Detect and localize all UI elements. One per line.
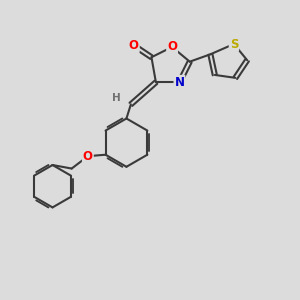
Text: O: O [83,150,93,163]
Text: H: H [112,94,121,103]
Text: O: O [167,40,177,53]
Text: O: O [129,39,139,52]
Text: S: S [230,38,238,50]
Text: N: N [174,76,184,89]
